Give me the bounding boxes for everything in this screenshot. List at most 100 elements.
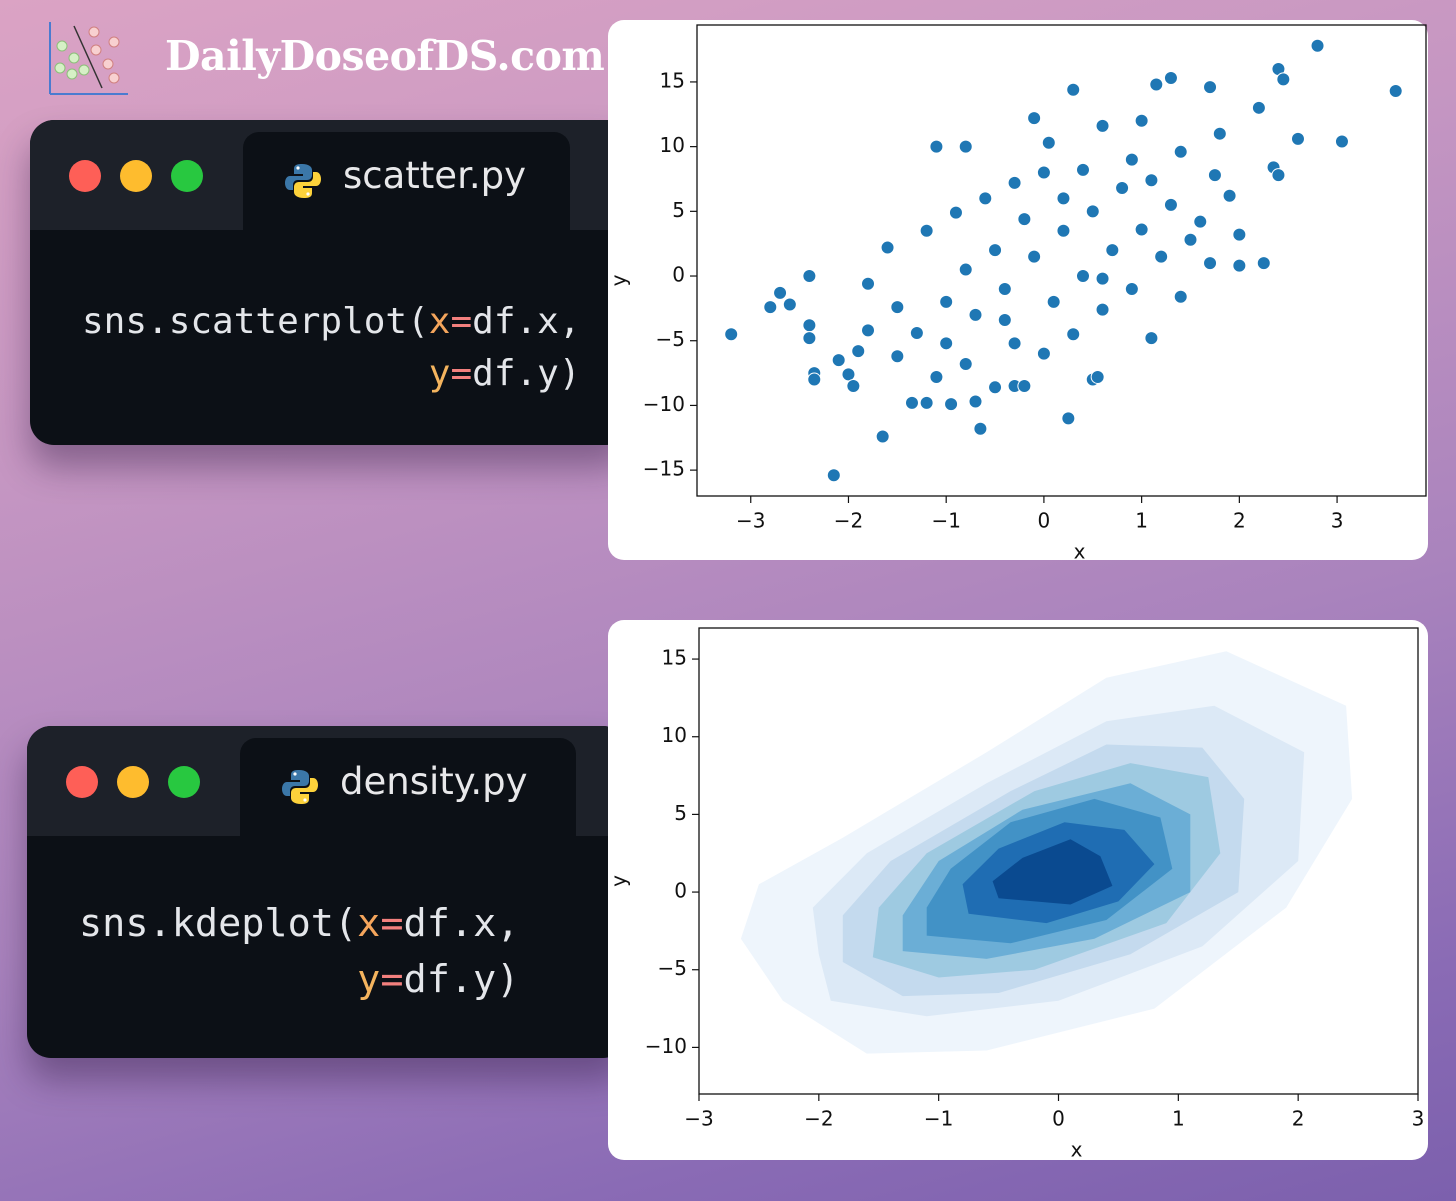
close-button[interactable] xyxy=(69,160,101,192)
code-token: = xyxy=(450,353,473,394)
scatter-point xyxy=(1173,144,1188,159)
scatter-point xyxy=(1134,222,1149,237)
code-token: x xyxy=(428,301,451,342)
scatter-point xyxy=(1232,258,1247,273)
x-tick-label: 1 xyxy=(1135,509,1148,533)
scatter-point xyxy=(958,262,973,277)
scatter-point xyxy=(1207,168,1222,183)
scatter-point xyxy=(1232,227,1247,242)
code-token: x xyxy=(357,901,381,946)
scatter-point xyxy=(1105,243,1120,258)
y-axis-label: y xyxy=(607,875,631,887)
chart-panel xyxy=(608,20,1428,560)
maximize-button[interactable] xyxy=(171,160,203,192)
scatter-point xyxy=(1276,72,1291,87)
x-tick-label: −2 xyxy=(834,509,863,533)
scatter-point xyxy=(841,367,856,382)
scatter-point xyxy=(1017,212,1032,227)
y-tick-label: 15 xyxy=(662,646,687,670)
scatter-point xyxy=(929,369,944,384)
scatter-point xyxy=(997,281,1012,296)
scatter-point xyxy=(861,276,876,291)
file-tab[interactable]: density.py xyxy=(240,738,576,848)
x-tick-label: 3 xyxy=(1412,1107,1425,1131)
scatter-point xyxy=(1036,346,1051,361)
filename: density.py xyxy=(340,760,528,803)
y-tick-label: 0 xyxy=(672,263,685,287)
scatter-point xyxy=(1256,256,1271,271)
filename: scatter.py xyxy=(343,154,527,197)
scatter-point xyxy=(1251,100,1266,115)
scatter-point xyxy=(890,349,905,364)
scatter-point xyxy=(1095,302,1110,317)
scatter-point xyxy=(724,327,739,342)
y-tick-label: −5 xyxy=(656,327,685,351)
file-tab[interactable]: scatter.py xyxy=(243,132,570,242)
close-button[interactable] xyxy=(66,766,98,798)
minimize-button[interactable] xyxy=(117,766,149,798)
scatter-point xyxy=(1271,168,1286,183)
x-tick-label: 1 xyxy=(1172,1107,1185,1131)
scatter-point xyxy=(904,395,919,410)
maximize-button[interactable] xyxy=(168,766,200,798)
scatter-point xyxy=(1095,118,1110,133)
code-token: df.y) xyxy=(472,353,581,394)
y-tick-label: −15 xyxy=(643,457,685,481)
scatter-point xyxy=(958,139,973,154)
scatter-point xyxy=(1388,83,1403,98)
scatter-point xyxy=(1183,232,1198,247)
scatter-point xyxy=(1163,197,1178,212)
code-window: scatter.py sns.scatterplot(x=df.x, y=df.y… xyxy=(30,120,630,445)
code-token: = xyxy=(450,301,473,342)
x-tick-label: 0 xyxy=(1038,509,1051,533)
code-line: y=df.y) xyxy=(82,348,581,400)
code-token: sns.scatterplot( xyxy=(82,301,429,342)
scatter-point xyxy=(802,269,817,284)
scatter-point xyxy=(1066,327,1081,342)
scatter-point xyxy=(1115,181,1130,196)
y-tick-label: 10 xyxy=(660,133,685,157)
code-block: sns.scatterplot(x=df.x, y=df.y) xyxy=(82,296,581,400)
y-tick-label: 5 xyxy=(674,801,687,825)
scatter-point xyxy=(890,300,905,315)
scatter-point xyxy=(1085,204,1100,219)
minimize-button[interactable] xyxy=(120,160,152,192)
x-tick-label: 2 xyxy=(1233,509,1246,533)
x-tick-label: −2 xyxy=(804,1107,833,1131)
scatter-point xyxy=(1222,188,1237,203)
code-token: sns.kdeplot( xyxy=(79,901,358,946)
code-token: = xyxy=(380,901,404,946)
brand: DailyDoseofDS.com xyxy=(165,32,605,80)
scatter-point xyxy=(1056,191,1071,206)
x-tick-label: −3 xyxy=(736,509,765,533)
scatter-point xyxy=(968,307,983,322)
plot-area xyxy=(740,651,1353,1054)
code-token: df.x, xyxy=(403,901,520,946)
scatter-point xyxy=(973,421,988,436)
code-token: df.x, xyxy=(472,301,581,342)
scatter-point xyxy=(1290,131,1305,146)
scatter-point xyxy=(802,318,817,333)
scatter-point xyxy=(1193,214,1208,229)
scatter-point xyxy=(831,353,846,368)
y-tick-label: 10 xyxy=(662,723,687,747)
python-icon xyxy=(282,770,318,804)
y-tick-label: −5 xyxy=(658,956,687,980)
code-token: y xyxy=(357,957,381,1002)
scatter-point xyxy=(1056,223,1071,238)
scatter-point xyxy=(1124,281,1139,296)
code-line: sns.scatterplot(x=df.x, xyxy=(82,296,581,348)
scatter-point xyxy=(1075,162,1090,177)
scatter-point xyxy=(944,397,959,412)
scatter-point xyxy=(782,297,797,312)
scatter-point xyxy=(773,285,788,300)
scatter-point xyxy=(1095,271,1110,286)
density-contour xyxy=(992,839,1113,905)
scatter-point xyxy=(851,344,866,359)
scatter-point xyxy=(929,139,944,154)
scatter-point xyxy=(1163,71,1178,86)
x-tick-label: 0 xyxy=(1052,1107,1065,1131)
scatter-point xyxy=(997,313,1012,328)
scatter-point xyxy=(1027,111,1042,126)
